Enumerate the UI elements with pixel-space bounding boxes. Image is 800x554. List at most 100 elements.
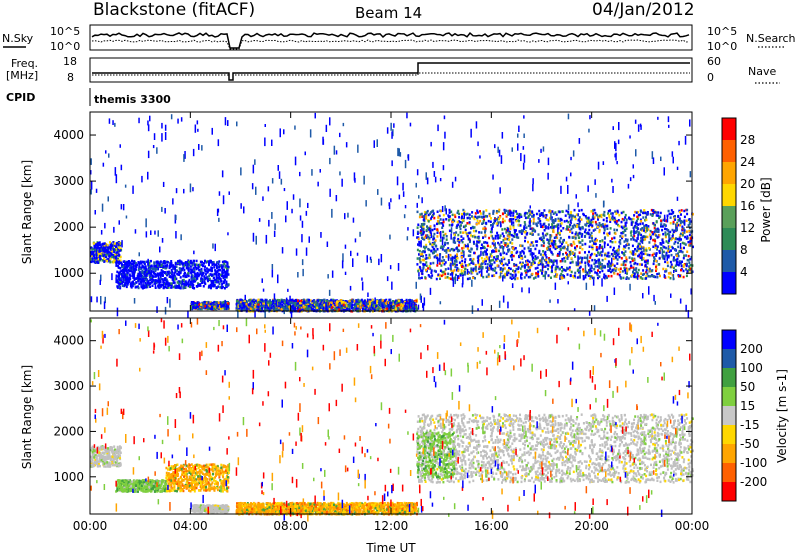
- scatter-cell: [591, 247, 594, 251]
- scatter-cell: [540, 244, 543, 247]
- scatter-cell: [637, 244, 640, 248]
- scatter-cell: [652, 211, 655, 215]
- scatter-cell: [245, 303, 248, 306]
- scatter-cell: [649, 275, 652, 278]
- scatter-cell: [563, 257, 566, 260]
- scatter-cell: [493, 256, 496, 259]
- scatter-cell: [117, 259, 120, 262]
- scatter-cell: [326, 303, 329, 306]
- scatter-cell: [188, 263, 191, 266]
- scatter-cell: [129, 274, 132, 278]
- scatter-cell: [534, 257, 537, 261]
- scatter-cell: [414, 305, 417, 309]
- scatter-cell: [187, 274, 190, 278]
- scatter-cell: [676, 257, 679, 261]
- scatter-cell: [606, 276, 608, 279]
- scatter-cell: [214, 301, 217, 304]
- scatter-cell: [477, 241, 480, 244]
- scatter-cell: [272, 304, 275, 308]
- scatter-cell: [504, 272, 507, 276]
- scatter-cell: [404, 304, 407, 307]
- scatter-cell: [524, 269, 527, 273]
- scatter-cell: [431, 241, 434, 245]
- scatter-cell: [666, 214, 669, 217]
- scatter-cell: [496, 264, 499, 267]
- scatter-cell: [268, 304, 271, 307]
- scatter-cell: [487, 219, 490, 223]
- scatter-cell: [461, 272, 464, 275]
- scatter-cell: [521, 249, 524, 253]
- scatter-cell: [353, 303, 356, 307]
- scatter-cell: [493, 261, 496, 264]
- scatter-cell: [612, 246, 615, 250]
- scatter-cell: [237, 301, 240, 304]
- scatter-cell: [562, 241, 564, 244]
- scatter-cell: [227, 305, 230, 309]
- scatter-cell: [267, 300, 270, 303]
- scatter-cell: [101, 248, 104, 251]
- scatter-cell: [239, 300, 242, 304]
- scatter-cell: [642, 245, 645, 249]
- scatter-cell: [277, 305, 280, 308]
- scatter-cell: [509, 214, 512, 217]
- scatter-cell: [606, 232, 609, 236]
- scatter-cell: [118, 262, 121, 265]
- scatter-cell: [206, 278, 209, 281]
- scatter-cell: [146, 260, 149, 263]
- scatter-cell: [682, 275, 685, 279]
- scatter-cell: [644, 238, 647, 241]
- scatter-cell: [680, 268, 682, 272]
- scatter-cell: [298, 304, 301, 307]
- scatter-cell: [661, 225, 664, 228]
- scatter-cell: [568, 266, 571, 269]
- scatter-cell: [452, 220, 454, 223]
- scatter-cell: [659, 215, 662, 218]
- scatter-cell: [116, 251, 119, 254]
- scatter-cell: [561, 257, 564, 261]
- scatter-cell: [358, 300, 361, 304]
- scatter-cell: [661, 228, 664, 232]
- scatter-cell: [352, 307, 355, 311]
- scatter-cell: [99, 246, 101, 250]
- scatter-cell: [483, 227, 486, 230]
- scatter-cell: [216, 306, 219, 309]
- scatter-cell: [576, 245, 578, 248]
- scatter-cell: [190, 301, 193, 304]
- scatter-cell: [489, 245, 492, 248]
- scatter-cell: [637, 223, 640, 226]
- scatter-cell: [198, 263, 201, 266]
- scatter-cell: [119, 259, 122, 262]
- scatter-cell: [648, 253, 651, 257]
- scatter-cell: [624, 263, 627, 267]
- scatter-cell: [524, 255, 527, 258]
- scatter-cell: [512, 269, 514, 272]
- scatter-cell: [182, 278, 185, 282]
- scatter-cell: [457, 276, 460, 279]
- scatter-cell: [103, 250, 106, 253]
- scatter-cell: [519, 254, 521, 257]
- scatter-cell: [373, 308, 376, 312]
- scatter-cell: [147, 283, 149, 287]
- scatter-cell: [194, 280, 197, 283]
- scatter-cell: [658, 272, 660, 275]
- scatter-cell: [124, 266, 127, 270]
- scatter-cell: [175, 265, 178, 268]
- scatter-cell: [485, 250, 488, 254]
- scatter-cell: [618, 245, 621, 248]
- scatter-cell: [523, 225, 526, 228]
- scatter-cell: [339, 307, 342, 311]
- scatter-cell: [554, 225, 557, 228]
- scatter-cell: [435, 277, 438, 281]
- scatter-cell: [186, 263, 189, 266]
- scatter-cell: [625, 218, 628, 221]
- scatter-cell: [660, 219, 663, 222]
- scatter-cell: [365, 301, 368, 305]
- scatter-cell: [224, 264, 227, 268]
- scatter-cell: [115, 245, 117, 249]
- scatter-cell: [422, 265, 425, 269]
- scatter-cell: [641, 222, 644, 225]
- scatter-cell: [244, 308, 247, 311]
- scatter-cell: [212, 282, 215, 285]
- scatter-cell: [158, 283, 161, 286]
- scatter-cell: [187, 280, 190, 283]
